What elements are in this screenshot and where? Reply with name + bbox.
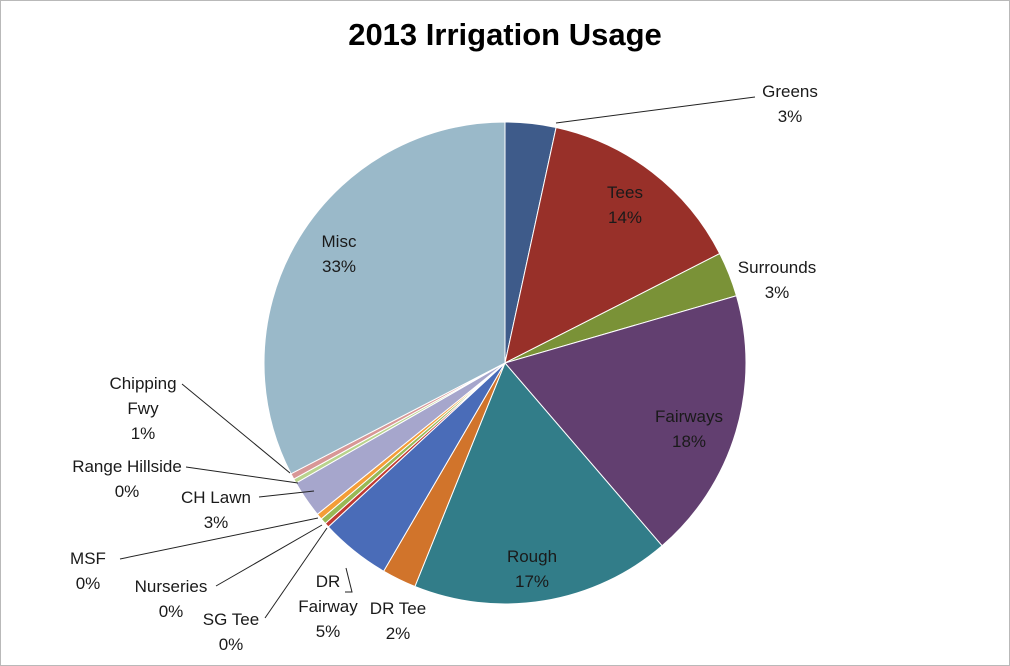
data-label-line: Misc bbox=[322, 232, 357, 251]
data-label-line: 18% bbox=[672, 432, 706, 451]
data-label-line: Chipping bbox=[109, 374, 176, 393]
data-label-ch-lawn: CH Lawn 3% bbox=[181, 488, 251, 532]
data-label-line: Surrounds bbox=[738, 258, 816, 277]
data-label-line: Fairways bbox=[655, 407, 723, 426]
data-label-line: 14% bbox=[608, 208, 642, 227]
leader-line-range-hillside bbox=[185, 466, 299, 484]
leader-line-nurseries bbox=[215, 524, 323, 587]
data-label-line: 0% bbox=[76, 574, 101, 593]
data-label-fairways: Fairways 18% bbox=[655, 407, 723, 451]
data-label-sg-tee: SG Tee 0% bbox=[203, 610, 259, 654]
data-label-chipping-fwy: Chipping Fwy 1% bbox=[109, 374, 176, 443]
data-label-line: CH Lawn bbox=[181, 488, 251, 507]
data-label-tees: Tees 14% bbox=[607, 183, 643, 227]
pie-slice-rough bbox=[414, 362, 663, 605]
leader-line-greens bbox=[555, 96, 756, 124]
data-label-line: Range Hillside bbox=[72, 457, 182, 476]
data-label-line: 1% bbox=[131, 424, 156, 443]
data-label-line: 0% bbox=[219, 635, 244, 654]
data-label-line: Fairway bbox=[298, 597, 358, 616]
data-label-greens: Greens 3% bbox=[762, 82, 818, 126]
leader-line-msf bbox=[119, 517, 319, 560]
data-label-line: DR bbox=[316, 572, 341, 591]
data-label-line: Nurseries bbox=[135, 577, 208, 596]
data-label-line: 3% bbox=[204, 513, 229, 532]
data-label-line: 5% bbox=[316, 622, 341, 641]
data-label-dr-fairway: DR Fairway 5% bbox=[298, 572, 358, 641]
leader-line-ch-lawn bbox=[258, 490, 315, 498]
data-label-line: 0% bbox=[115, 482, 140, 501]
data-label-line: Greens bbox=[762, 82, 818, 101]
data-label-line: Rough bbox=[507, 547, 557, 566]
pie-slice-tees bbox=[504, 126, 721, 364]
data-label-line: Tees bbox=[607, 183, 643, 202]
data-label-line: 3% bbox=[778, 107, 803, 126]
data-label-line: 0% bbox=[159, 602, 184, 621]
leader-line-chipping-fwy bbox=[181, 383, 291, 474]
chart-title: 2013 Irrigation Usage bbox=[348, 17, 662, 52]
data-label-dr-tee: DR Tee 2% bbox=[370, 599, 426, 643]
data-label-line: DR Tee bbox=[370, 599, 426, 618]
data-label-rough: Rough 17% bbox=[507, 547, 557, 591]
data-label-line: 17% bbox=[515, 572, 549, 591]
data-label-line: Fwy bbox=[127, 399, 159, 418]
data-label-msf: MSF 0% bbox=[70, 549, 106, 593]
data-label-surrounds: Surrounds 3% bbox=[738, 258, 816, 302]
pie-slice-fairways bbox=[504, 295, 747, 547]
leader-line-sg-tee bbox=[264, 527, 328, 619]
data-label-misc: Misc 33% bbox=[322, 232, 357, 276]
pie-slice-misc bbox=[263, 121, 506, 475]
data-label-line: 3% bbox=[765, 283, 790, 302]
data-label-line: SG Tee bbox=[203, 610, 259, 629]
data-label-line: 2% bbox=[386, 624, 411, 643]
data-label-line: 33% bbox=[322, 257, 356, 276]
leader-line-dr-fairway bbox=[345, 567, 353, 593]
data-label-line: MSF bbox=[70, 549, 106, 568]
data-label-nurseries: Nurseries 0% bbox=[135, 577, 208, 621]
data-label-range-hillside: Range Hillside 0% bbox=[72, 457, 182, 501]
